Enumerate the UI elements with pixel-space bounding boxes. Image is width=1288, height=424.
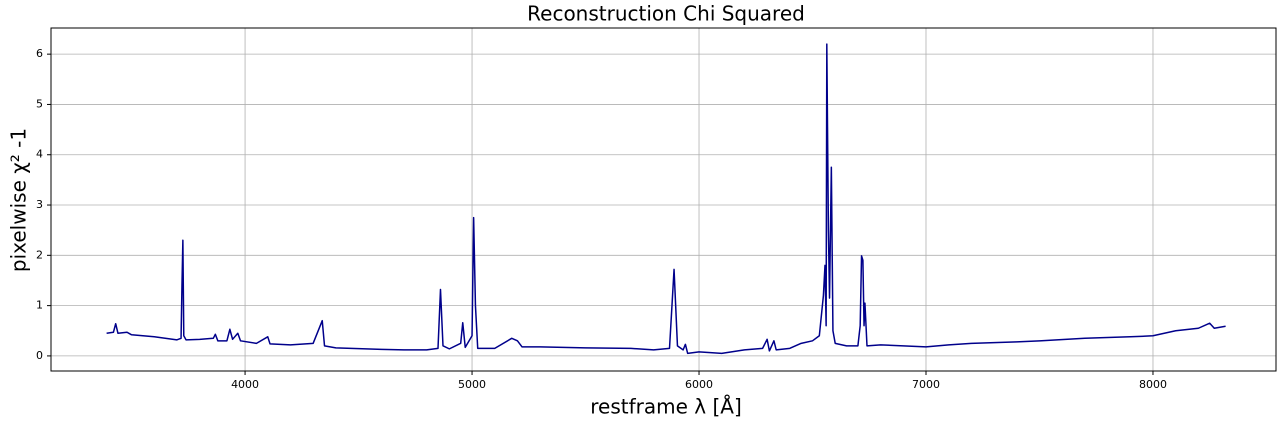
x-tick-label: 7000 [912,378,940,391]
y-tick-label: 5 [36,97,43,110]
chart-title: Reconstruction Chi Squared [527,2,805,26]
x-tick-label: 5000 [458,378,486,391]
y-tick-label: 1 [36,299,43,312]
data-line [106,43,1226,355]
x-tick-label: 4000 [231,378,259,391]
x-tick-label: 6000 [685,378,713,391]
x-tick-label: 8000 [1139,378,1167,391]
y-tick-label: 6 [36,47,43,60]
x-axis-label: restframe λ [Å] [590,395,742,419]
y-tick-label: 3 [36,198,43,211]
y-tick-label: 2 [36,248,43,261]
plot-frame [50,27,1277,372]
y-tick-label: 0 [36,349,43,362]
y-tick-label: 4 [36,148,43,161]
y-axis-label: pixelwise χ² -1 [7,128,31,272]
